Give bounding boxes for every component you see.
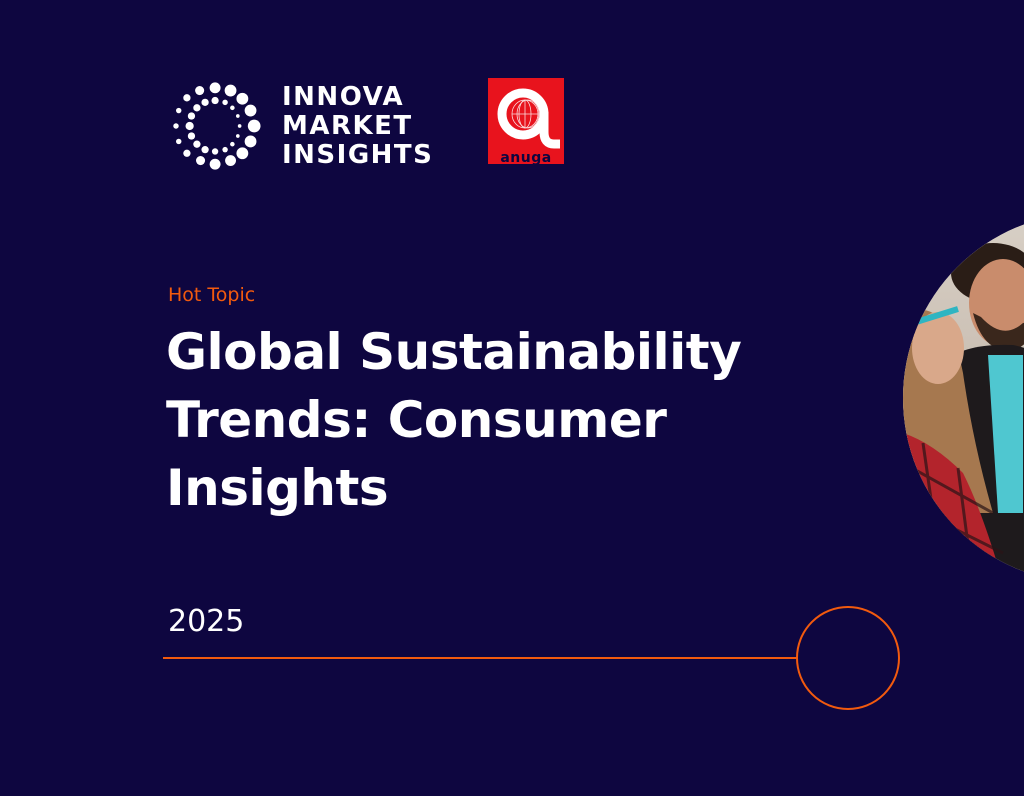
brand-line-1: INNOVA: [282, 81, 405, 112]
hero-photo: [903, 213, 1024, 583]
people-photo-icon: [903, 213, 1024, 583]
anuga-logo-icon: anuga: [488, 78, 564, 164]
brand-line-2: MARKET: [282, 110, 413, 141]
brand-line-3: INSIGHTS: [282, 139, 434, 170]
dotted-ring-logo-icon: [173, 82, 261, 170]
timeline-circle-icon: [796, 606, 900, 710]
svg-text:anuga: anuga: [500, 150, 551, 164]
report-year: 2025: [168, 604, 245, 639]
timeline-divider: [163, 657, 798, 659]
page-title: Global Sustainability Trends: Consumer I…: [166, 323, 742, 517]
eyebrow-label: Hot Topic: [168, 284, 256, 306]
innova-logo: INNOVA MARKET INSIGHTS: [166, 76, 433, 176]
brand-wordmark: INNOVA MARKET INSIGHTS: [282, 81, 434, 170]
